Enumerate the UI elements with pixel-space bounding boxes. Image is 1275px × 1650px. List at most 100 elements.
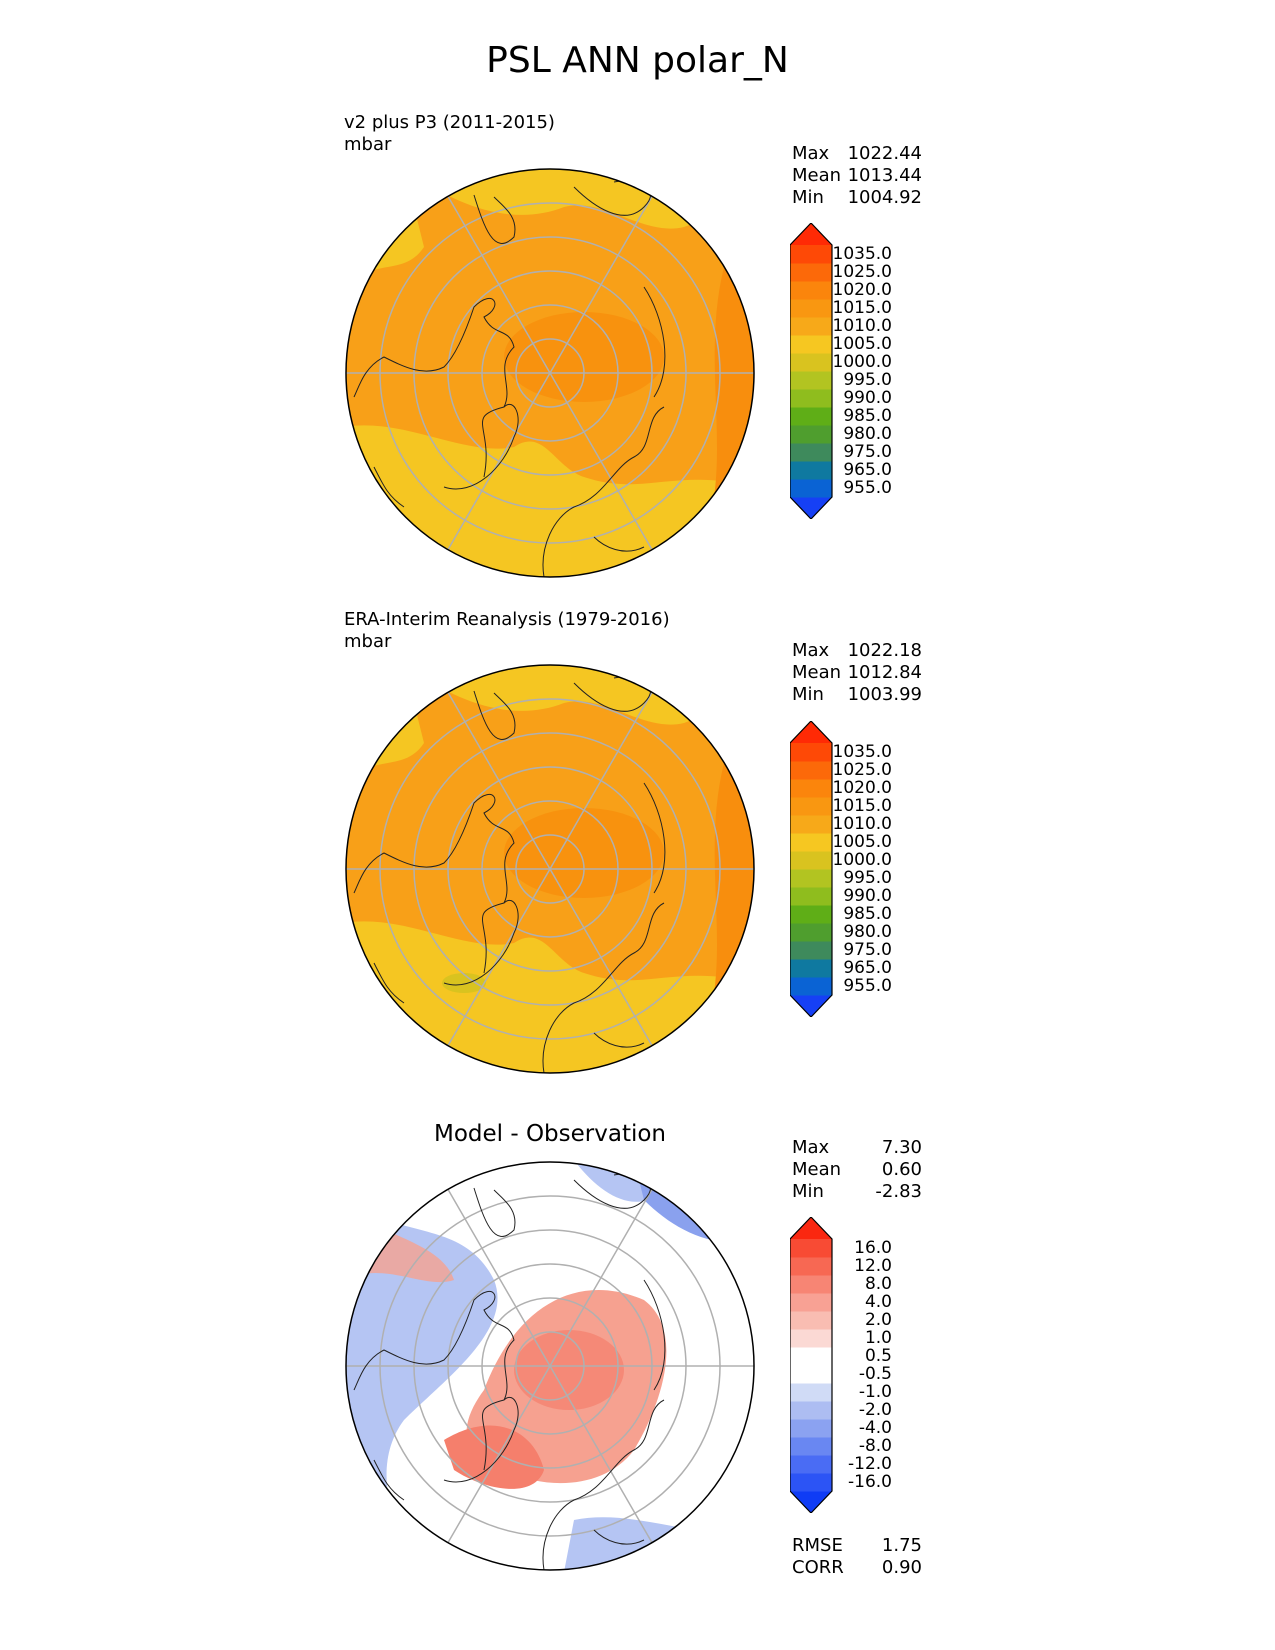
polar-map-model: [345, 168, 755, 578]
colorbar-tick-label: 980.0: [843, 922, 892, 942]
stat-max-value: 1022.44: [847, 143, 922, 164]
colorbar-segment: [790, 1383, 832, 1402]
colorbar-segment: [790, 833, 832, 852]
colorbar-segment: [790, 1437, 832, 1456]
colorbar-tick-label: -4.0: [858, 1418, 892, 1438]
coastline: [542, 406, 665, 577]
colorbar-tick-label: 1000.0: [832, 850, 892, 870]
coastline: [443, 900, 519, 986]
colorbar-model-labels: 1035.0 1025.0 1020.0 1015.0 1010.0 1005.0 1000…: [832, 223, 892, 519]
stat-max-label: Max: [792, 143, 830, 164]
colorbar-tick-label: -12.0: [848, 1454, 892, 1474]
colorbar-segment: [790, 851, 832, 870]
stat-min-label: Min: [792, 187, 824, 208]
colorbar-segment: [790, 425, 832, 444]
colorbar-segment: [790, 905, 832, 924]
colorbar-tick-label: 955.0: [843, 478, 892, 498]
colorbar-extend-min: [790, 995, 832, 1017]
colorbar-segment: [790, 1455, 832, 1474]
colorbar-extend-max: [790, 223, 832, 245]
meridian-line: [549, 195, 653, 374]
colorbar-segment: [790, 1419, 832, 1438]
coastline: [473, 1187, 516, 1237]
colorbar-segment: [790, 353, 832, 372]
meridian-line: [549, 868, 653, 1047]
stat-min-label: Min: [792, 1181, 824, 1202]
map-field: [346, 169, 754, 577]
colorbar-obs-labels: 1035.0 1025.0 1020.0 1015.0 1010.0 1005.0 1000…: [832, 721, 892, 1017]
colorbar-segment: [790, 1401, 832, 1420]
meridian-line: [447, 868, 551, 1047]
colorbar-segment: [790, 977, 832, 996]
graticule: [346, 691, 754, 1047]
colorbar-segment: [790, 407, 832, 426]
stat-mean-value: 0.60: [881, 1159, 922, 1180]
colorbar-segment: [790, 869, 832, 888]
coastlines: [353, 1173, 666, 1570]
coastline: [373, 466, 405, 508]
meridian-line: [549, 1188, 653, 1367]
colorbar-segment: [790, 1473, 832, 1492]
panel-model-name: v2 plus P3 (2011-2015): [344, 112, 555, 133]
colorbar-segment: [790, 1257, 832, 1276]
colorbar-tick-label: 1035.0: [832, 244, 892, 264]
colorbar-segment: [790, 389, 832, 408]
field-positive-strong-region: [444, 1425, 544, 1489]
coastline: [353, 793, 515, 974]
field-low-region: [346, 921, 754, 1073]
colorbar-segment: [790, 299, 832, 318]
colorbar-tick-label: 1015.0: [832, 298, 892, 318]
coastline: [593, 1529, 645, 1545]
field-high-region: [504, 808, 664, 898]
colorbar-tick-label: 1005.0: [832, 334, 892, 354]
coastline: [473, 194, 516, 244]
stat-mean-value: 1012.84: [847, 662, 922, 683]
colorbar-segment: [790, 443, 832, 462]
stat-max-value: 1022.18: [847, 640, 922, 661]
colorbar-tick-label: 1025.0: [832, 760, 892, 780]
colorbar-segment: [790, 1311, 832, 1330]
colorbar-segment: [790, 1347, 832, 1366]
colorbar-tick-label: 1.0: [864, 1328, 892, 1348]
colorbar-tick-label: -0.5: [858, 1364, 892, 1384]
coastline: [443, 404, 519, 490]
stat-mean-label: Mean: [792, 662, 842, 683]
coastline: [542, 1399, 665, 1570]
colorbar-tick-label: 965.0: [843, 460, 892, 480]
colorbar-tick-label: 955.0: [843, 976, 892, 996]
stat-min-value: -2.83: [875, 1181, 922, 1202]
colorbar-tick-label: 1000.0: [832, 352, 892, 372]
meridian-line: [447, 1188, 551, 1367]
colorbar-extend-min: [790, 497, 832, 519]
colorbar-segment: [790, 479, 832, 498]
colorbar-segment: [790, 371, 832, 390]
colorbar-tick-label: 0.5: [864, 1346, 892, 1366]
colorbar-tick-label: 1010.0: [832, 316, 892, 336]
colorbar-tick-label: 1025.0: [832, 262, 892, 282]
colorbar-tick-label: 8.0: [864, 1274, 892, 1294]
colorbar-tick-label: 995.0: [843, 868, 892, 888]
colorbar-segment: [790, 461, 832, 480]
panel-model-units: mbar: [344, 134, 392, 155]
colorbar-extend-min: [790, 1491, 832, 1513]
colorbar-segment: [790, 761, 832, 780]
panel-obs-stats: Max 1022.18 Mean 1012.84 Min 1003.99: [792, 640, 922, 706]
colorbar-segment: [790, 245, 832, 264]
stat-min-value: 1003.99: [847, 684, 922, 705]
colorbar-segment: [790, 815, 832, 834]
colorbar-segment: [790, 1293, 832, 1312]
colorbar-extend-max: [790, 1217, 832, 1239]
colorbar-model: [790, 223, 833, 519]
stat-max-label: Max: [792, 1137, 830, 1158]
colorbar-tick-label: -8.0: [858, 1436, 892, 1456]
coastline: [353, 297, 515, 478]
meridian-line: [447, 372, 551, 551]
map-boundary: [345, 664, 755, 1074]
map-field: [346, 665, 754, 1073]
stat-max-value: 7.30: [881, 1137, 922, 1158]
graticule: [346, 1188, 754, 1544]
colorbar-segment: [790, 263, 832, 282]
meridian-line: [549, 372, 653, 551]
colorbar-segment: [790, 887, 832, 906]
colorbar-tick-label: -1.0: [858, 1382, 892, 1402]
